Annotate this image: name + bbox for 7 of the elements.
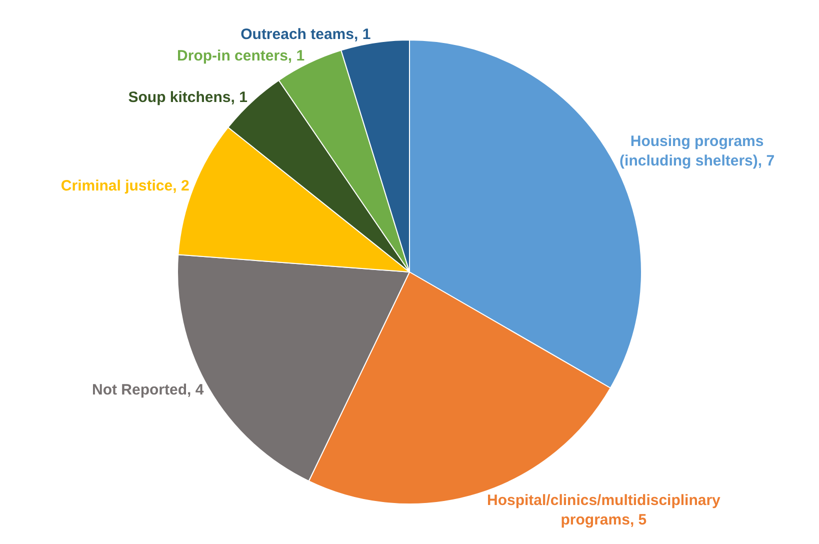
slice-label: Drop-in centers, 1 bbox=[177, 48, 305, 65]
slice-label: Soup kitchens, 1 bbox=[128, 88, 248, 106]
slice-label: Housing programs (including shelters), 7 bbox=[620, 133, 775, 170]
slice-label: Outreach teams, 1 bbox=[240, 26, 371, 43]
slice-label: Hospital/clinics/multidisciplinary programs, 5 bbox=[487, 492, 722, 529]
slice-label: Not Reported, 4 bbox=[92, 382, 204, 399]
slice-label: Criminal justice, 2 bbox=[60, 178, 190, 195]
